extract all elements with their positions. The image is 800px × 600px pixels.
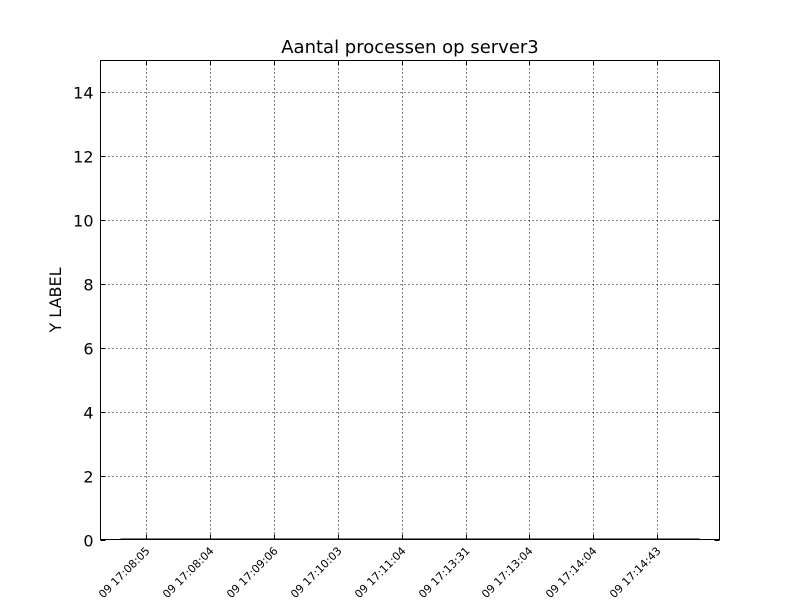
y-tick-label: 14 <box>73 84 93 103</box>
y-tick-label: 8 <box>83 276 93 295</box>
y-tick-label: 2 <box>83 468 93 487</box>
y-axis-label: Y LABEL <box>46 267 65 333</box>
chart-title: Aantal processen op server3 <box>281 37 539 58</box>
y-tick-label: 12 <box>73 148 93 167</box>
tick-marks <box>100 60 720 541</box>
y-tick-label: 4 <box>83 404 93 423</box>
y-tick-labels: 0 2 4 6 8 10 12 14 <box>73 84 93 551</box>
plot-frame <box>100 60 720 540</box>
y-tick-label: 0 <box>83 532 93 551</box>
y-tick-label: 6 <box>83 340 93 359</box>
y-tick-label: 10 <box>73 212 93 231</box>
